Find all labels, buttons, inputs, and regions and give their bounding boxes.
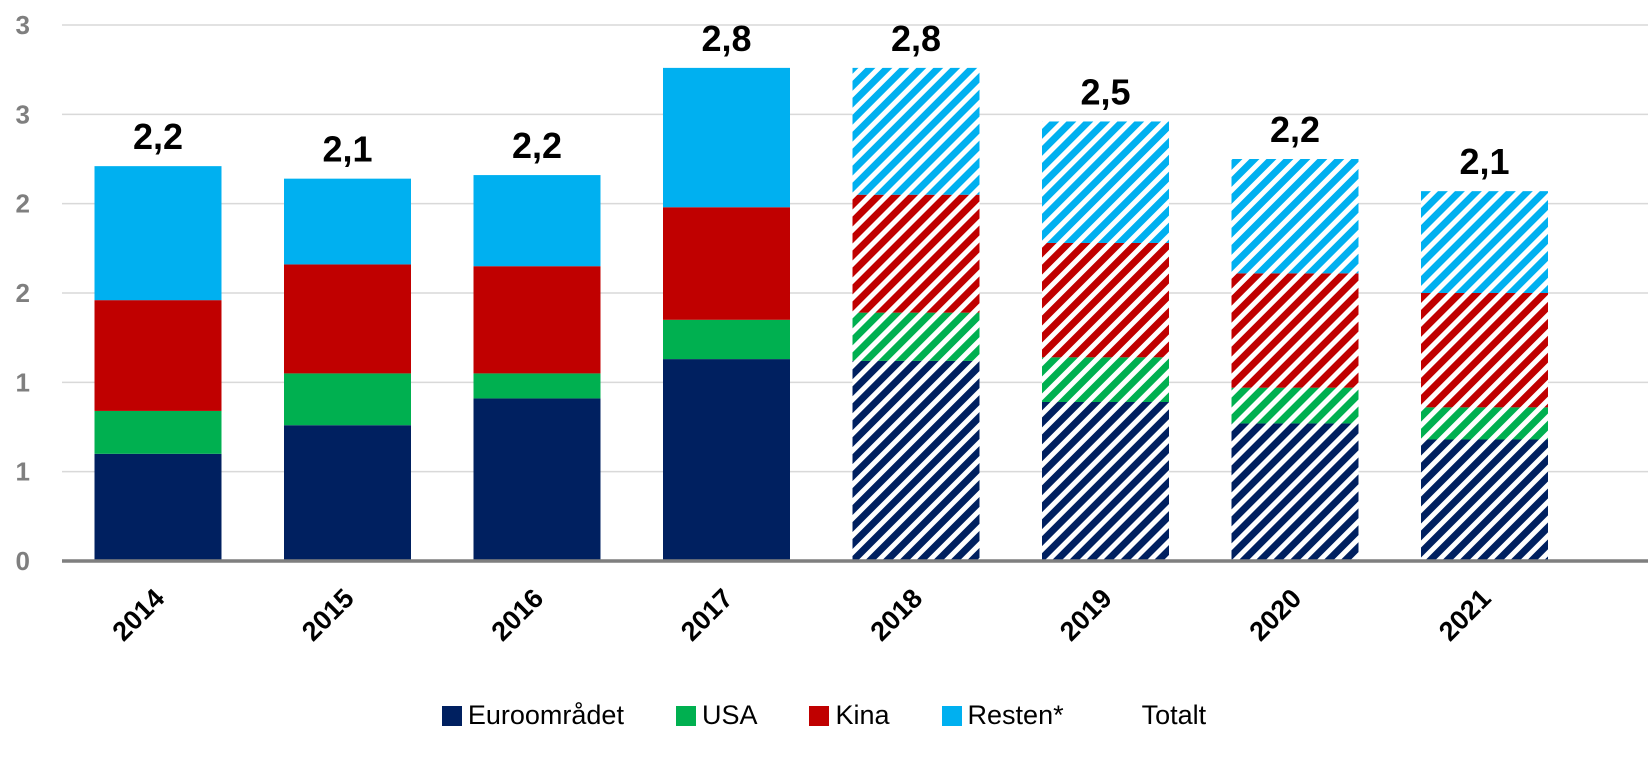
bar-segment-euroomr-det-2020 [1231,423,1359,561]
legend-label: Totalt [1141,700,1207,730]
x-tick-label: 2014 [107,583,171,647]
bar-segment-usa-2019 [1042,357,1169,402]
chart-canvas: 0 1 1 2 2 3 3 2,2 2014 2,1 2015 2,2 2016 2,8 2017 2,8 20… [16,10,1648,647]
legend-item: Euroområdet [441,700,624,731]
legend-swatch [675,705,696,726]
bar-segment-euroomr-det-2021 [1421,439,1548,561]
legend-swatch [809,705,830,726]
bar-segment-kina-2021 [1421,293,1548,408]
total-label-2021: 2,1 [1459,141,1509,182]
total-label-2018: 2,8 [891,18,941,59]
legend-item: Resten* [941,700,1064,731]
legend-swatch [1116,706,1136,726]
bar-segment-kina-2020 [1231,273,1359,388]
total-label-2015: 2,1 [322,129,372,170]
x-tick-label: 2016 [486,583,550,647]
bar-segment-kina-2017 [663,207,790,320]
y-tick-label: 3 [16,10,30,40]
legend-label: Kina [835,700,890,730]
legend-item: Kina [809,700,890,731]
legend-swatch [941,705,962,726]
bar-segment-kina-2015 [284,264,411,374]
bar-segment-usa-2020 [1231,387,1359,424]
legend-label: USA [701,700,758,730]
bar-segment-usa-2016 [473,373,601,399]
bar-segment-resten-2016 [473,175,601,267]
legend-item: USA [675,700,758,731]
bar-segment-kina-2014 [94,300,222,411]
bar-segment-euroomr-det-2016 [473,398,601,561]
legend-swatch [441,705,462,726]
total-label-2017: 2,8 [701,18,751,59]
x-tick-label: 2020 [1244,583,1308,647]
y-tick-label: 3 [16,99,30,129]
x-tick-label: 2019 [1054,583,1118,647]
bar-segment-resten-2014 [94,166,222,301]
bar-segment-resten-2020 [1231,159,1359,274]
y-tick-label: 1 [16,367,30,397]
bar-segment-kina-2019 [1042,242,1169,358]
bar-segment-euroomr-det-2017 [663,359,790,561]
bar-segment-usa-2017 [663,319,790,360]
bar-segment-usa-2018 [852,312,980,361]
legend: Euroområdet USA Kina Resten* Totalt [0,700,1648,731]
bar-segment-resten-2015 [284,178,411,265]
total-label-2019: 2,5 [1080,71,1130,112]
bar-segment-usa-2014 [94,410,222,454]
bar-segment-euroomr-det-2019 [1042,401,1169,561]
bar-segment-resten-2018 [852,67,980,195]
y-tick-label: 1 [16,457,30,487]
legend-label: Euroområdet [467,700,624,730]
total-label-2020: 2,2 [1270,109,1320,150]
bar-segment-usa-2015 [284,373,411,426]
total-label-2014: 2,2 [133,116,183,157]
bar-segment-usa-2021 [1421,407,1548,440]
bar-segment-resten-2021 [1421,191,1548,293]
bar-segment-euroomr-det-2014 [94,453,222,561]
legend-item: Totalt [1116,700,1207,731]
bar-segment-kina-2018 [852,194,980,313]
x-tick-label: 2017 [675,583,739,647]
y-tick-label: 2 [16,189,30,219]
legend-label: Resten* [967,700,1064,730]
bar-segment-euroomr-det-2018 [852,360,980,561]
x-tick-label: 2018 [865,583,929,647]
total-label-2016: 2,2 [512,125,562,166]
bar-segment-resten-2019 [1042,121,1169,243]
bar-segment-euroomr-det-2015 [284,425,411,561]
x-tick-label: 2015 [296,583,360,647]
x-tick-label: 2021 [1433,583,1497,647]
y-tick-label: 2 [16,278,30,308]
y-tick-label: 0 [16,546,30,576]
bar-segment-kina-2016 [473,266,601,374]
bar-segment-resten-2017 [663,67,790,208]
